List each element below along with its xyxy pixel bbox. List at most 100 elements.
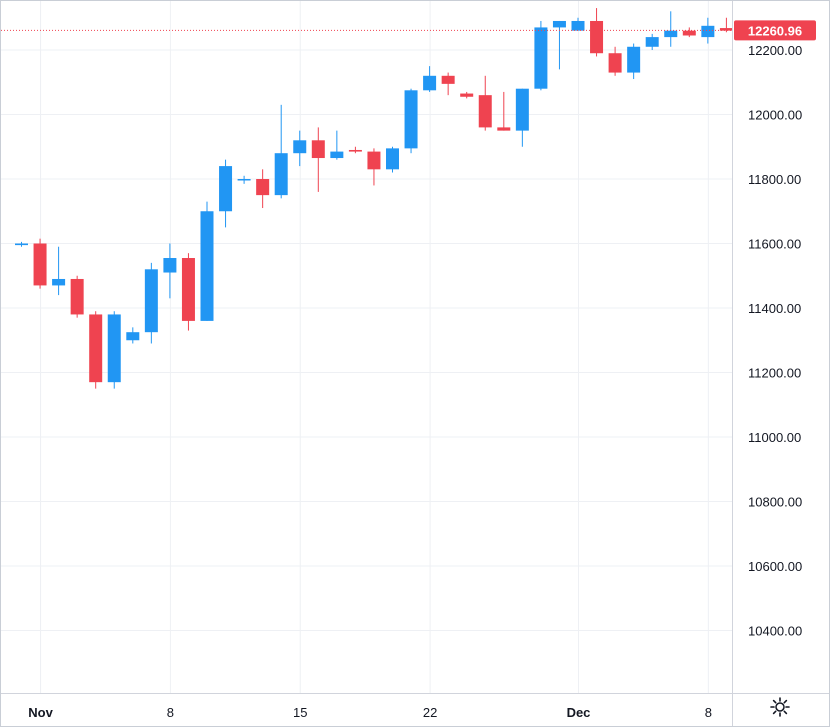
price-tick-label: 12200.00 (748, 43, 802, 58)
candle (311, 127, 325, 192)
gear-icon (770, 697, 790, 717)
candle (163, 243, 177, 299)
candle-body (367, 151, 381, 170)
candle (70, 275, 84, 318)
candle-body (256, 179, 270, 196)
time-tick-label: Dec (567, 705, 591, 720)
candle-body (590, 20, 604, 54)
candle-body (608, 53, 622, 73)
grid (1, 1, 732, 693)
candle (645, 33, 659, 50)
price-tick-label: 11600.00 (748, 237, 801, 252)
candle (534, 20, 548, 91)
candle (293, 130, 307, 167)
candle (497, 91, 511, 131)
candle-body (237, 179, 251, 181)
candle (15, 241, 28, 247)
candle-body (52, 278, 66, 286)
candle-body (219, 166, 233, 212)
candle-body (144, 269, 158, 333)
candle-body (478, 95, 492, 128)
candle (200, 201, 214, 321)
candle (237, 175, 251, 184)
candle (181, 253, 195, 331)
candles (15, 8, 733, 389)
candle (126, 327, 140, 344)
candle (552, 20, 566, 70)
candle-body (386, 148, 399, 170)
candle (682, 27, 696, 38)
price-tick-label: 10400.00 (748, 624, 802, 639)
candle (441, 72, 455, 96)
candle (274, 104, 288, 199)
candle-body (330, 151, 344, 159)
candle-body (664, 30, 678, 38)
candle (515, 88, 529, 147)
candle (107, 311, 121, 389)
candle (608, 46, 622, 76)
candle (348, 146, 362, 154)
price-tick-label: 11800.00 (748, 172, 801, 187)
candle (571, 17, 585, 31)
candle (52, 246, 66, 296)
time-tick-label: 15 (293, 705, 307, 720)
candle (404, 88, 418, 154)
candle (330, 130, 344, 160)
candle-body (404, 90, 418, 149)
candle-body (293, 140, 307, 154)
price-tick-label: 10800.00 (748, 495, 802, 510)
candle-body (441, 75, 455, 84)
candle-body (645, 37, 659, 47)
candle-body (460, 93, 474, 97)
candle (460, 91, 474, 99)
price-tick-label: 12000.00 (748, 108, 802, 123)
candle-body (274, 153, 288, 196)
candle-body (571, 20, 585, 31)
candle-body (348, 149, 362, 152)
candle-body (89, 314, 103, 383)
candle (33, 238, 47, 289)
candle (719, 17, 733, 33)
candle (627, 43, 641, 80)
price-tick-label: 11200.00 (748, 366, 801, 381)
candle-body (719, 28, 733, 31)
candle (664, 11, 678, 47)
candle (701, 17, 715, 44)
settings-button[interactable] (769, 696, 791, 718)
price-axis[interactable]: 12200.00 12000.00 11800.00 11600.00 11400.00… (732, 1, 803, 726)
candle-body (701, 25, 715, 38)
candle-body (534, 27, 548, 89)
candle-body (423, 75, 437, 91)
last-price-label: 12260.96 (748, 23, 802, 38)
candle (478, 75, 492, 131)
candle-body (33, 243, 47, 286)
candle-body (70, 278, 84, 315)
candle-body (497, 127, 511, 131)
candle-body (163, 258, 177, 273)
time-tick-label: Nov (28, 705, 53, 720)
time-tick-label: 22 (423, 705, 437, 720)
candle-body (126, 332, 140, 341)
candle-body (311, 140, 325, 159)
candle-body (200, 211, 214, 321)
candle (219, 159, 233, 228)
candle (89, 311, 103, 389)
candle (144, 262, 158, 344)
last-price-badge (734, 20, 816, 41)
candle-body (107, 314, 121, 383)
candle (423, 66, 437, 92)
candle-body (627, 46, 641, 73)
candle (590, 8, 604, 57)
candle-body (682, 30, 696, 36)
candle-body (552, 20, 566, 28)
price-tick-label: 11400.00 (748, 301, 801, 316)
candle (256, 169, 270, 209)
candle (367, 148, 381, 186)
candle (386, 146, 399, 173)
candle-body (515, 88, 529, 131)
price-tick-label: 11000.00 (748, 430, 801, 445)
time-tick-label: 8 (705, 705, 712, 720)
